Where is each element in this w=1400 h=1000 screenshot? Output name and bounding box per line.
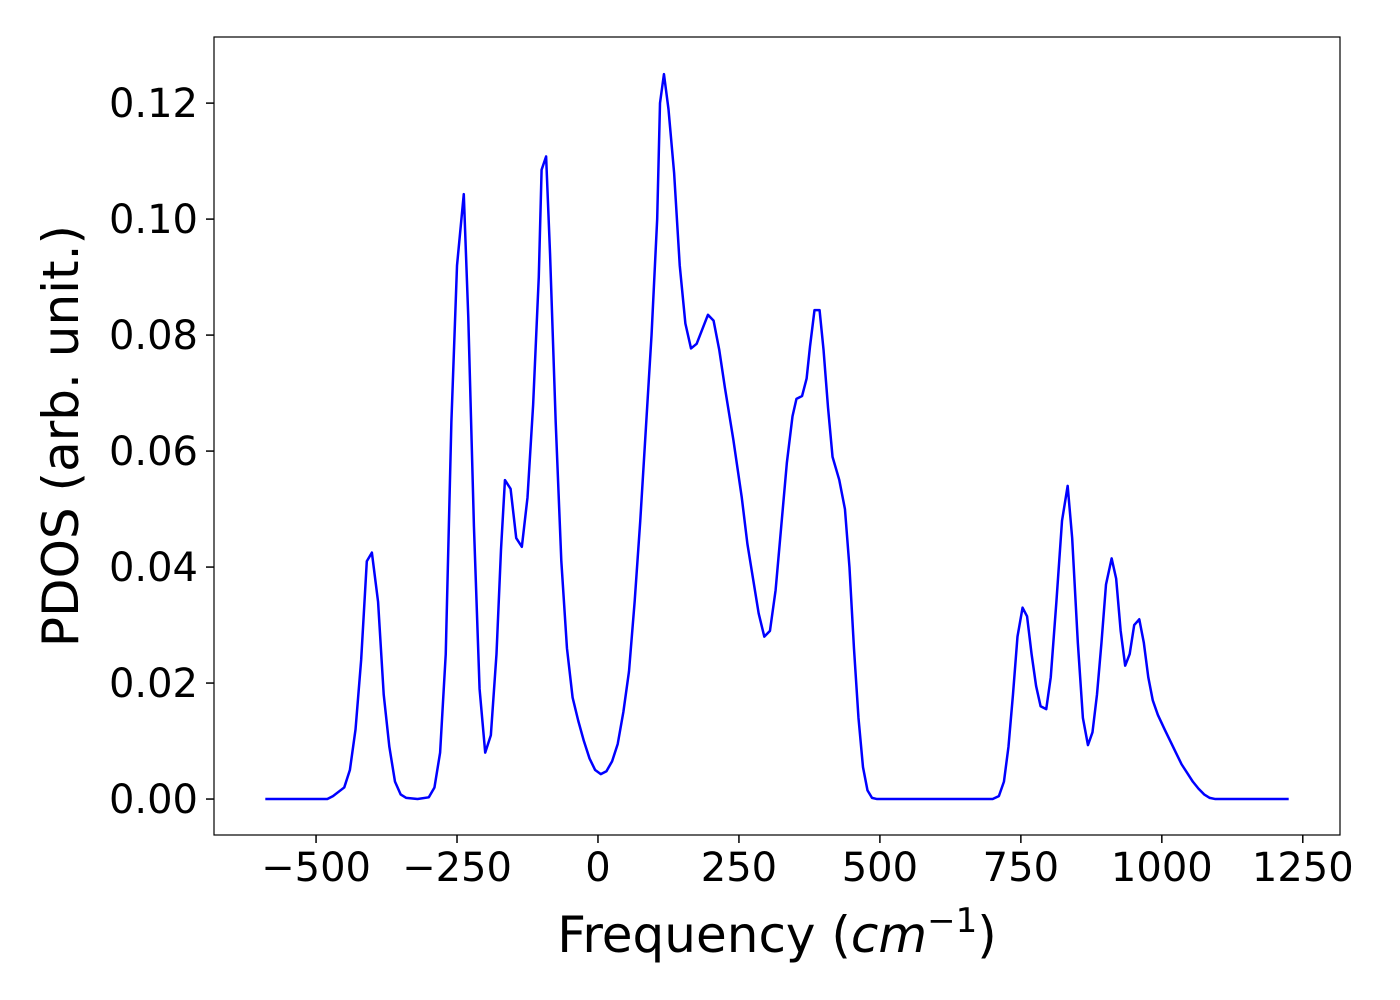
x-tick-label: −500 bbox=[261, 845, 371, 891]
y-tick-label: 0.06 bbox=[109, 429, 198, 475]
y-tick-label: 0.00 bbox=[109, 777, 198, 823]
y-tick-label: 0.12 bbox=[109, 81, 198, 127]
y-tick-label: 0.08 bbox=[109, 313, 198, 359]
data-line bbox=[265, 72, 1289, 801]
y-tick-label: 0.02 bbox=[109, 661, 198, 707]
y-axis-label: PDOS (arb. unit.) bbox=[32, 225, 90, 647]
x-tick-label: 0 bbox=[585, 845, 610, 891]
x-label-text: Frequency ( bbox=[557, 906, 851, 964]
x-tick-label: −250 bbox=[402, 845, 512, 891]
x-tick-label: 750 bbox=[983, 845, 1059, 891]
x-label-unit: cm bbox=[851, 906, 927, 964]
x-tick-label: 250 bbox=[701, 845, 777, 891]
x-tick-label: 1000 bbox=[1111, 845, 1213, 891]
x-label-exponent: −1 bbox=[927, 901, 977, 941]
x-axis-label: Frequency (cm−1) bbox=[557, 901, 997, 964]
x-label-close: ) bbox=[977, 906, 997, 964]
x-tick-label: 1250 bbox=[1252, 845, 1354, 891]
x-tick-label: 500 bbox=[842, 845, 918, 891]
y-tick-label: 0.04 bbox=[109, 545, 198, 591]
y-tick-label: 0.10 bbox=[109, 197, 198, 243]
plot-frame bbox=[213, 36, 1341, 836]
